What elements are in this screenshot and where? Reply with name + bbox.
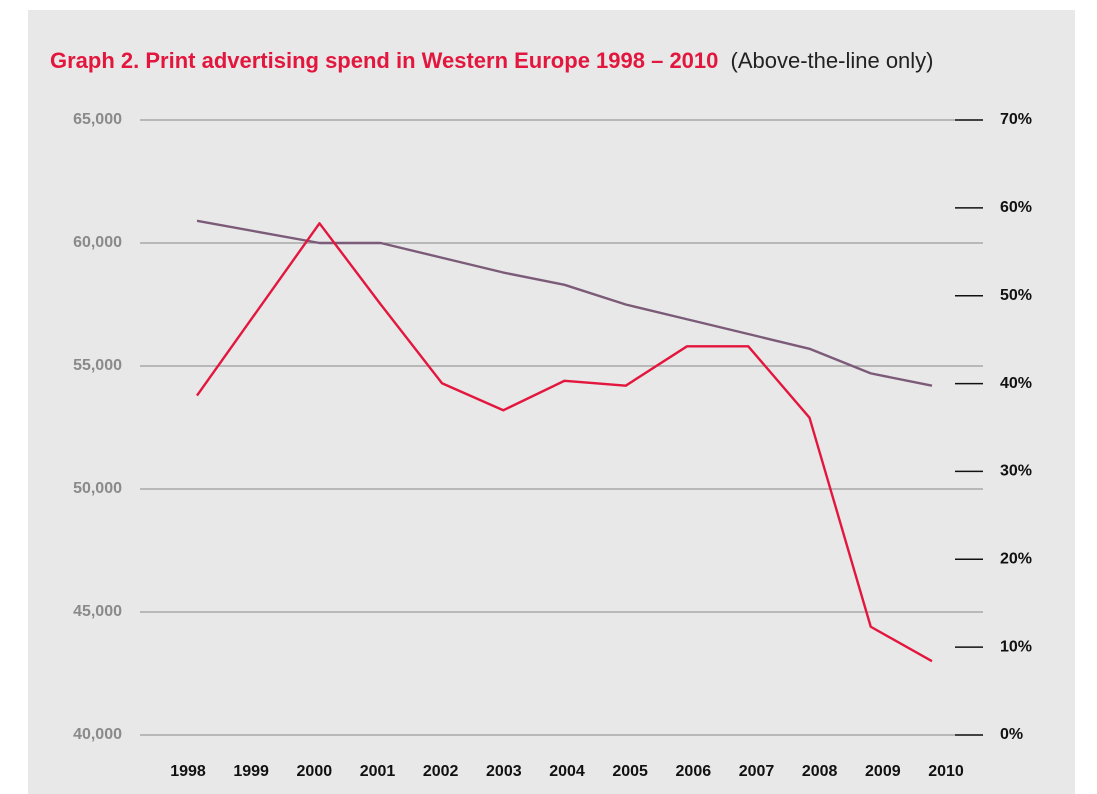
x-tick-label: 2009 [865, 763, 901, 780]
chart-background [28, 10, 1075, 794]
y2-tick-label: 50% [1000, 287, 1032, 304]
y2-tick-label: 70% [1000, 111, 1032, 128]
y2-tick-label: 20% [1000, 551, 1032, 568]
y2-tick-label: 60% [1000, 199, 1032, 216]
chart-title: Graph 2. Print advertising spend in West… [50, 48, 718, 73]
y2-tick-label: 30% [1000, 463, 1032, 480]
y-tick-label: 40,000 [73, 726, 122, 743]
series-line [196, 222, 933, 663]
series-line [196, 219, 933, 387]
x-tick-label: 1998 [170, 763, 206, 780]
x-tick-label: 1999 [233, 763, 269, 780]
x-tick-label: 2002 [423, 763, 459, 780]
x-tick-label: 2004 [549, 763, 585, 780]
x-tick-label: 2000 [297, 763, 333, 780]
y-tick-label: 50,000 [73, 480, 122, 497]
x-tick-label: 2005 [612, 763, 648, 780]
y-tick-label: 45,000 [73, 603, 122, 620]
x-tick-label: 2010 [928, 763, 964, 780]
x-tick-label: 2008 [802, 763, 838, 780]
x-tick-label: 2006 [676, 763, 712, 780]
y2-tick-label: 40% [1000, 375, 1032, 392]
chart-title-group: Graph 2. Print advertising spend in West… [50, 48, 934, 73]
x-tick-label: 2007 [739, 763, 775, 780]
chart-subtitle: (Above-the-line only) [731, 48, 934, 73]
y2-tick-label: 0% [1000, 726, 1023, 743]
x-tick-label: 2001 [360, 763, 396, 780]
y2-tick-label: 10% [1000, 638, 1032, 655]
y-tick-label: 65,000 [73, 111, 122, 128]
y-tick-label: 60,000 [73, 234, 122, 251]
x-tick-label: 2003 [486, 763, 522, 780]
y-tick-label: 55,000 [73, 357, 122, 374]
